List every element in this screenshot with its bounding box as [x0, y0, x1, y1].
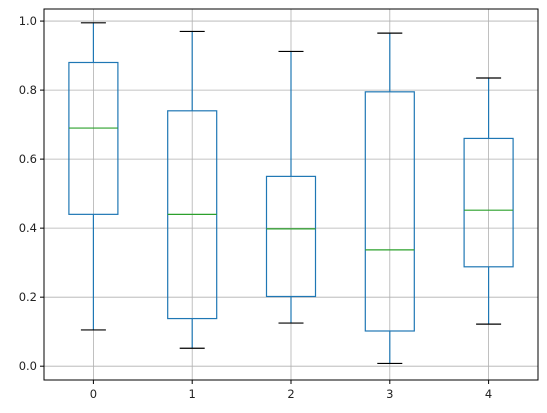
x-tick-label: 0 [90, 387, 97, 401]
x-axis: 0 1 2 3 4 [90, 380, 492, 401]
y-tick-label: 0.6 [19, 152, 37, 166]
y-axis: 0.0 0.2 0.4 0.6 0.8 1.0 [19, 14, 44, 373]
box-item-3 [364, 32, 415, 365]
y-tick-label: 0.4 [19, 221, 37, 235]
iqr-box [265, 175, 317, 298]
iqr-box [68, 61, 119, 215]
box-item-2 [265, 50, 317, 324]
x-tick-label: 2 [287, 387, 294, 401]
x-tick-label: 1 [189, 387, 196, 401]
y-tick-label: 0.8 [19, 83, 37, 97]
box-item-0 [68, 22, 119, 331]
iqr-box [364, 91, 415, 332]
iqr-box [463, 137, 514, 268]
box-item-1 [167, 30, 218, 349]
y-tick-label: 0.2 [19, 290, 37, 304]
x-tick-label: 3 [386, 387, 393, 401]
y-tick-label: 1.0 [19, 14, 37, 28]
box-item-4 [463, 77, 514, 325]
y-tick-label: 0.0 [19, 359, 37, 373]
box-series [68, 22, 514, 365]
x-tick-label: 4 [485, 387, 492, 401]
